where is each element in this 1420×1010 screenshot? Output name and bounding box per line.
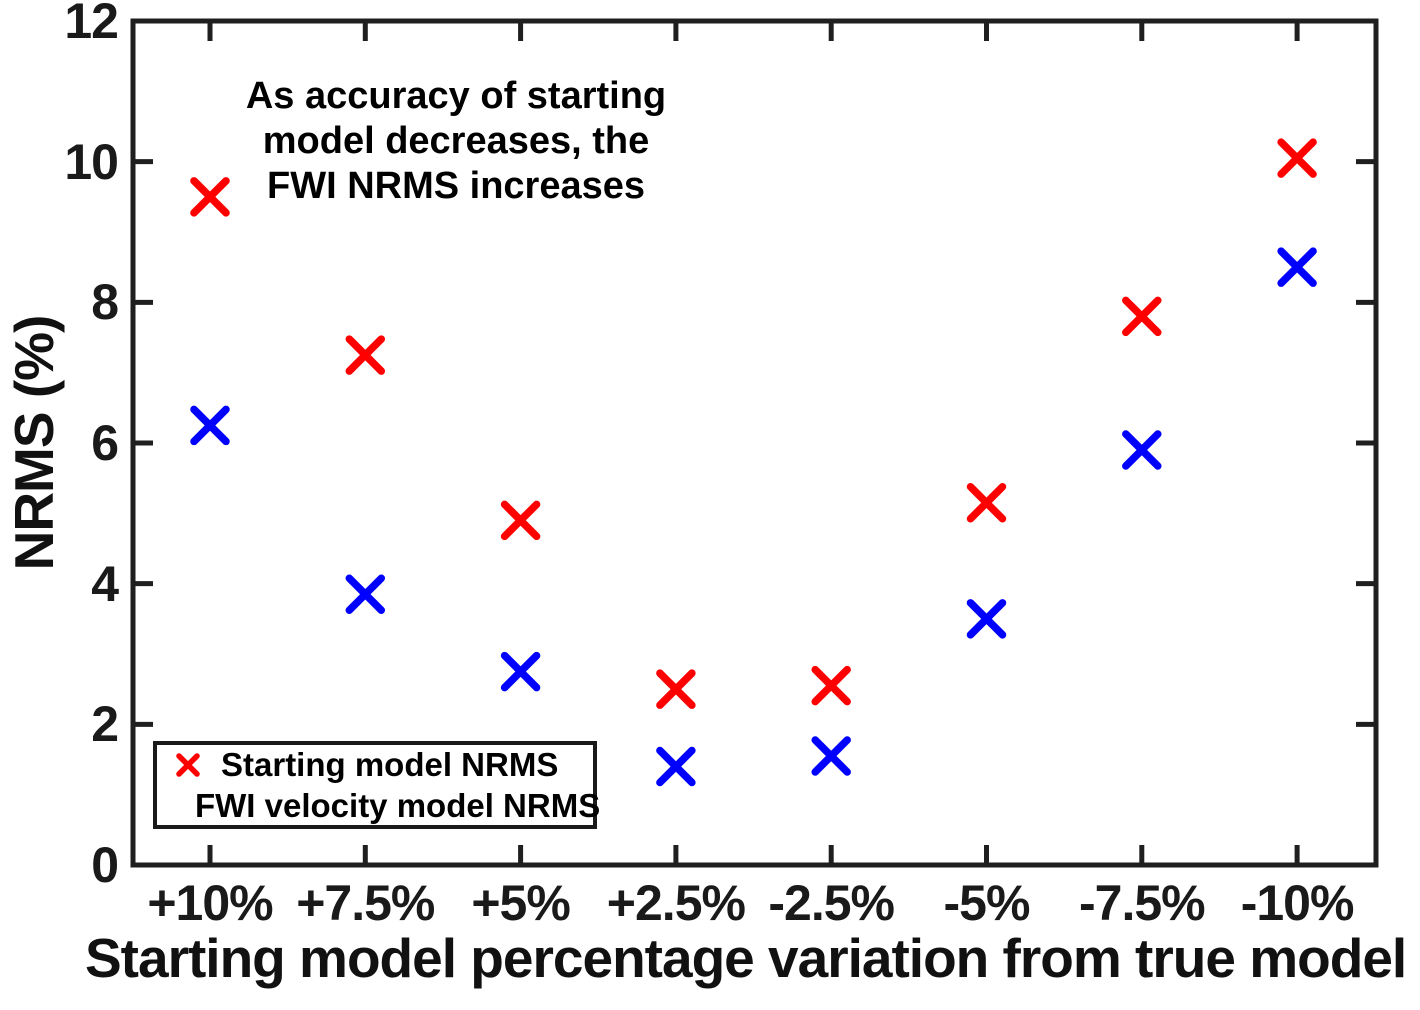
legend: Starting model NRMS FWI velocity model N…: [153, 741, 600, 829]
data-point-marker: [966, 483, 1007, 523]
data-point-marker: [190, 177, 230, 217]
x-axis-label: Starting model percentage variation from…: [85, 927, 1407, 989]
annotation-line-3: FWI NRMS increases: [267, 165, 645, 207]
data-point-marker: [656, 669, 696, 709]
data-point-marker: [345, 335, 386, 375]
x-tick-label: +2.5%: [606, 875, 746, 931]
data-point-marker: [1277, 138, 1317, 178]
y-tick-label: 6: [91, 415, 119, 471]
data-point-marker: [500, 500, 541, 541]
data-point-marker: [656, 746, 696, 787]
y-tick-label: 8: [91, 274, 119, 331]
legend-label-fwi-model: FWI velocity model NRMS: [195, 786, 601, 824]
x-tick-label: +10%: [147, 875, 273, 931]
red-x-marker-icon: [176, 752, 200, 777]
x-tick-label: -7.5%: [1078, 875, 1206, 931]
legend-label-starting-model: Starting model NRMS: [221, 745, 559, 783]
x-tick-label: -10%: [1240, 875, 1355, 931]
annotation-line-2: model decreases, the: [262, 120, 650, 162]
y-tick-label: 10: [64, 133, 119, 190]
legend-item-starting-model: Starting model NRMS: [175, 745, 593, 783]
x-tick-label: +5%: [471, 875, 570, 931]
x-tick-label: -5%: [943, 875, 1031, 931]
data-point-marker: [966, 599, 1007, 639]
data-point-marker: [811, 736, 851, 776]
y-tick-label: 2: [91, 696, 119, 753]
data-point-marker: [345, 574, 386, 614]
annotation-line-1: As accuracy of starting: [245, 75, 667, 117]
data-point-marker: [1277, 247, 1317, 287]
data-point-marker: [1122, 296, 1162, 337]
data-point-marker: [190, 405, 230, 446]
data-point-marker: [811, 665, 851, 706]
data-point-marker: [500, 651, 541, 692]
annotation-text: As accuracy of starting model decreases,…: [156, 74, 756, 209]
x-tick-label: -2.5%: [768, 875, 895, 931]
y-tick-label: 0: [91, 837, 119, 893]
y-tick-label: 4: [91, 555, 119, 612]
legend-item-fwi-model: FWI velocity model NRMS: [175, 787, 600, 824]
y-tick-label: 12: [64, 0, 119, 49]
x-tick-label: +7.5%: [296, 875, 435, 931]
data-point-marker: [1122, 430, 1162, 470]
